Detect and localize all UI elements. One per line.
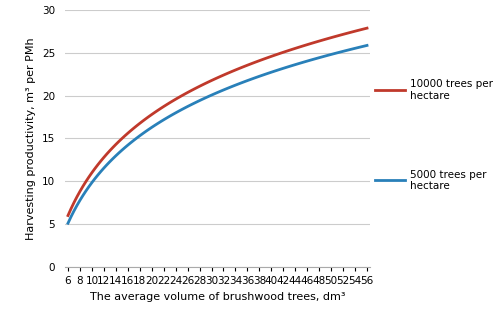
Y-axis label: Harvesting productivity, m³ per PMh: Harvesting productivity, m³ per PMh <box>26 37 36 240</box>
X-axis label: The average volume of brushwood trees, dm³: The average volume of brushwood trees, d… <box>90 292 345 302</box>
Text: 10000 trees per
hectare: 10000 trees per hectare <box>410 79 493 101</box>
Text: 5000 trees per
hectare: 5000 trees per hectare <box>410 169 486 191</box>
